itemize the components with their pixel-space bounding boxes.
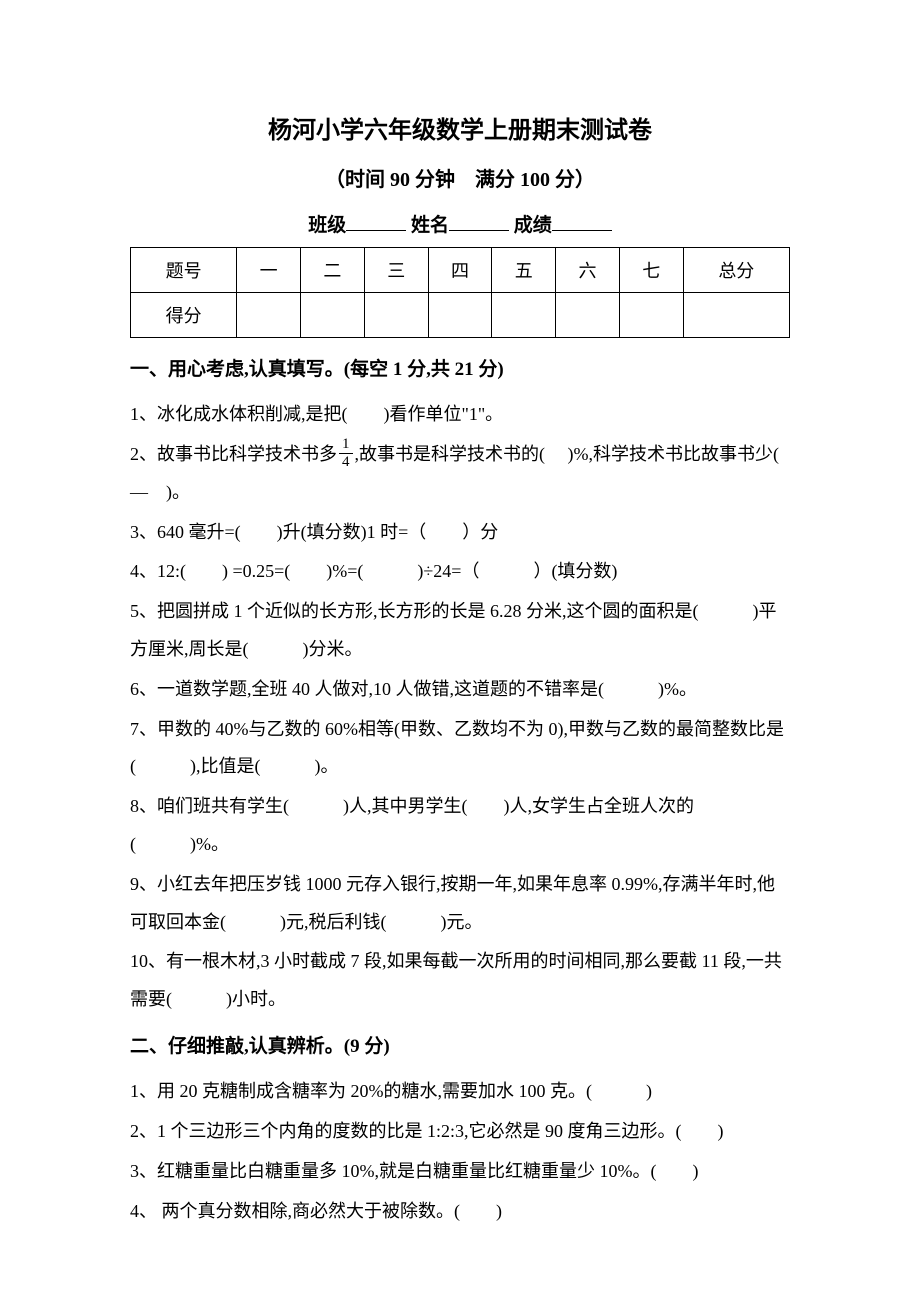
score-cell[interactable] (301, 293, 365, 338)
question-1-7: 7、甲数的 40%与乙数的 60%相等(甲数、乙数均不为 0),甲数与乙数的最简… (130, 711, 790, 787)
score-row-label: 得分 (131, 293, 237, 338)
score-cell[interactable] (428, 293, 492, 338)
student-info-line: 班级 姓名 成绩 (130, 210, 790, 237)
fraction-one-fourth: 14 (339, 437, 353, 470)
name-blank[interactable] (449, 212, 509, 231)
score-header-cell: 总分 (683, 248, 789, 293)
score-header-cell: 七 (619, 248, 683, 293)
score-header-cell: 四 (428, 248, 492, 293)
score-cell[interactable] (683, 293, 789, 338)
question-1-9: 9、小红去年把压岁钱 1000 元存入银行,按期一年,如果年息率 0.99%,存… (130, 866, 790, 942)
score-cell[interactable] (556, 293, 620, 338)
name-label: 姓名 (411, 215, 449, 236)
question-1-10: 10、有一根木材,3 小时截成 7 段,如果每截一次所用的时间相同,那么要截 1… (130, 943, 790, 1019)
question-1-5: 5、把圆拼成 1 个近似的长方形,长方形的长是 6.28 分米,这个圆的面积是(… (130, 593, 790, 669)
score-cell[interactable] (492, 293, 556, 338)
question-1-4: 4、12:( ) =0.25=( )%=( )÷24=（ ）(填分数) (130, 553, 790, 591)
score-header-cell: 一 (237, 248, 301, 293)
question-2-2: 2、1 个三边形三个内角的度数的比是 1:2:3,它必然是 90 度角三边形。(… (130, 1113, 790, 1151)
section-2-heading: 二、仔细推敲,认真辨析。(9 分) (130, 1031, 790, 1063)
score-label: 成绩 (514, 215, 552, 236)
question-1-3: 3、640 毫升=( )升(填分数)1 时=（ ）分 (130, 514, 790, 552)
score-header-cell: 题号 (131, 248, 237, 293)
score-blank[interactable] (552, 212, 612, 231)
question-1-1: 1、冰化成水体积削减,是把( )看作单位"1"。 (130, 396, 790, 434)
score-header-cell: 六 (556, 248, 620, 293)
score-header-cell: 三 (364, 248, 428, 293)
exam-subtitle: （时间 90 分钟 满分 100 分） (130, 163, 790, 192)
score-header-cell: 二 (301, 248, 365, 293)
question-2-4: 4、 两个真分数相除,商必然大于被除数。( ) (130, 1193, 790, 1231)
question-1-2: 2、故事书比科学技术书多14,故事书是科学技术书的( )%,科学技术书比故事书少… (130, 436, 790, 512)
question-2-3: 3、红糖重量比白糖重量多 10%,就是白糖重量比红糖重量少 10%。( ) (130, 1153, 790, 1191)
score-table: 题号 一 二 三 四 五 六 七 总分 得分 (130, 247, 790, 338)
q2-part-a: 2、故事书比科学技术书多 (130, 444, 337, 464)
section-1-heading: 一、用心考虑,认真填写。(每空 1 分,共 21 分) (130, 354, 790, 386)
score-cell[interactable] (237, 293, 301, 338)
score-cell[interactable] (619, 293, 683, 338)
question-1-6: 6、一道数学题,全班 40 人做对,10 人做错,这道题的不错率是( )%。 (130, 671, 790, 709)
score-header-cell: 五 (492, 248, 556, 293)
question-1-8: 8、咱们班共有学生( )人,其中男学生( )人,女学生占全班人次的( )%。 (130, 788, 790, 864)
class-blank[interactable] (346, 212, 406, 231)
score-cell[interactable] (364, 293, 428, 338)
fraction-denominator: 4 (339, 454, 353, 470)
class-label: 班级 (308, 215, 346, 236)
score-table-score-row: 得分 (131, 293, 790, 338)
fraction-numerator: 1 (339, 437, 353, 454)
exam-title: 杨河小学六年级数学上册期末测试卷 (130, 110, 790, 145)
score-table-header-row: 题号 一 二 三 四 五 六 七 总分 (131, 248, 790, 293)
question-2-1: 1、用 20 克糖制成含糖率为 20%的糖水,需要加水 100 克。( ) (130, 1073, 790, 1111)
